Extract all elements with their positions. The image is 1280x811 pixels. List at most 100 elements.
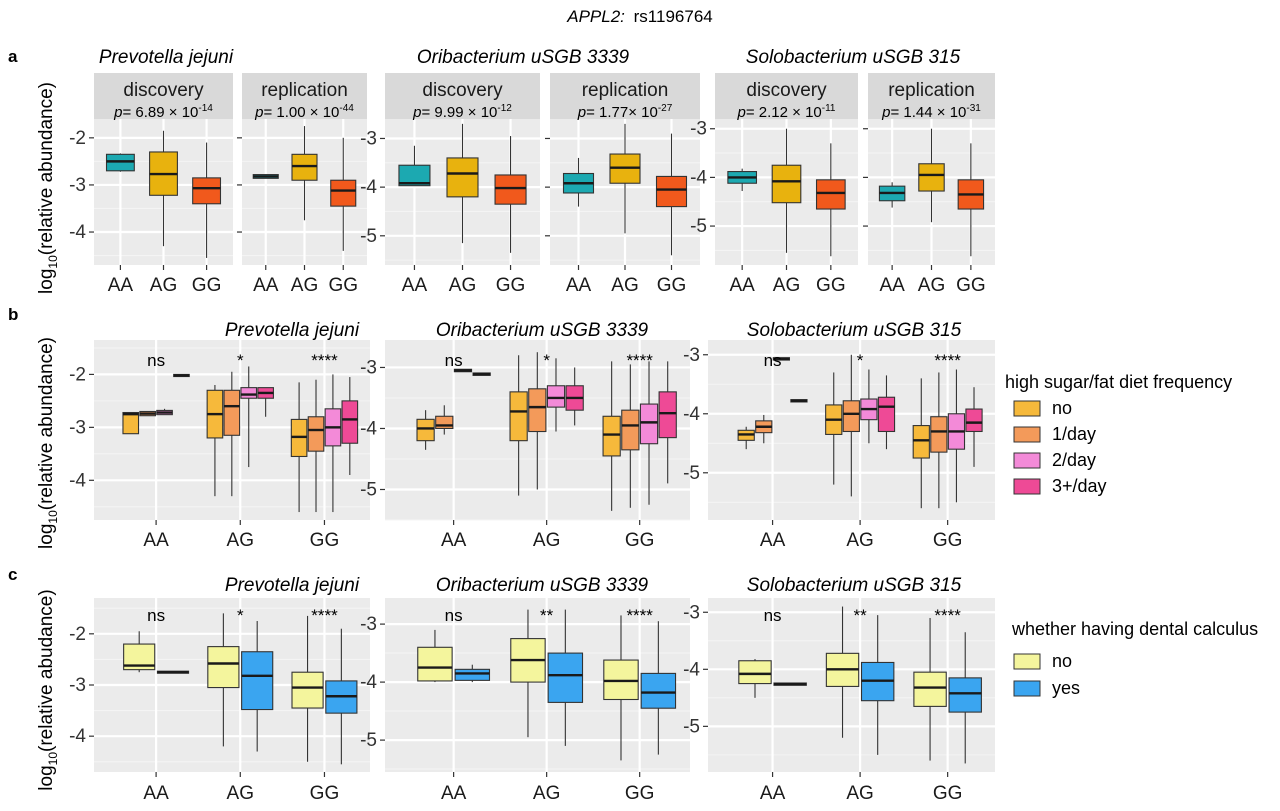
- legend-diet-title: high sugar/fat diet frequency: [1005, 372, 1232, 392]
- strip-bg: [242, 73, 367, 119]
- legend-calculus-swatch-yes: [1013, 680, 1041, 697]
- panel-b-prevotella-jejuni: Prevotella jejuni -2 -3 -4 AA ns AG * GG ****: [69, 320, 370, 551]
- y-tick-label: -4: [360, 418, 377, 439]
- strip-bg: [385, 73, 540, 119]
- x-tick-label: GG: [310, 783, 340, 804]
- figure-title-snp: rs1196764: [634, 7, 713, 26]
- legend-dental-calculus: whether having dental calculus no yes: [1011, 619, 1258, 698]
- x-tick-label: AG: [773, 275, 800, 296]
- x-tick-label: AA: [566, 275, 592, 296]
- box-GG-3-box: [341, 400, 359, 444]
- x-tick-label: AA: [729, 275, 755, 296]
- x-tick-label: GG: [657, 275, 687, 296]
- x-tick-label: AG: [533, 530, 560, 551]
- y-tick-label: -3: [69, 175, 86, 196]
- significance-label: *: [543, 351, 550, 370]
- box-AG-box: [771, 164, 802, 204]
- box-GG-box: [655, 175, 688, 208]
- x-tick-label: AG: [227, 530, 254, 551]
- x-tick-label: GG: [933, 783, 963, 804]
- strip-bg: [94, 73, 233, 119]
- significance-label: ****: [934, 351, 961, 370]
- x-tick-label: GG: [192, 275, 222, 296]
- significance-label: ****: [626, 606, 653, 625]
- p-value-label: p= 2.12 × 10-11: [737, 103, 836, 121]
- box-AG-1-box: [842, 400, 860, 433]
- legend-diet-swatch-3day: [1013, 478, 1041, 495]
- strip-bg: [550, 73, 700, 119]
- significance-label: ns: [445, 606, 463, 625]
- strip-label: replication: [261, 80, 348, 101]
- panel-c-prevotella-jejuni: Prevotella jejuni -2 -3 -4 AA ns AG * GG ****: [69, 575, 370, 804]
- facet-title: Prevotella jejuni: [225, 320, 360, 341]
- facet-title: Oribacterium uSGB 3339: [417, 47, 630, 68]
- legend-calculus-swatch-no: [1013, 653, 1041, 670]
- significance-label: *: [237, 606, 244, 625]
- y-axis-title-c: log10(relative abudance): [36, 589, 60, 790]
- x-tick-label: AG: [846, 783, 873, 804]
- y-tick-label: -4: [360, 177, 377, 198]
- facet-replication: replication p= 1.00 × 10-44 AA AG GG: [237, 73, 367, 296]
- x-tick-label: GG: [328, 275, 358, 296]
- box-GG-0-box: [291, 671, 324, 709]
- y-tick-label: -3: [683, 602, 700, 623]
- box-AG-3-box: [877, 396, 896, 433]
- strip-bg: [715, 73, 858, 119]
- box-GG-1-box: [621, 409, 640, 451]
- x-tick-label: AG: [846, 530, 873, 551]
- p-value-label: p= 1.44 × 10-31: [881, 103, 981, 121]
- x-tick-label: AA: [879, 275, 905, 296]
- panel-letter-a: a: [8, 47, 18, 66]
- box-GG-0-box: [913, 671, 947, 707]
- y-tick-label: -2: [69, 364, 86, 385]
- y-tick-label: -3: [69, 417, 86, 438]
- box-AA-1-box: [454, 668, 491, 681]
- y-tick-label: -3: [690, 119, 707, 140]
- x-tick-label: AG: [449, 275, 476, 296]
- facet-title: Oribacterium uSGB 3339: [436, 320, 649, 341]
- facet-title: Solobacterium uSGB 315: [746, 47, 961, 68]
- panel-b-solobacterium-usgb-315: Solobacterium uSGB 315 -3 -4 -5 AA ns AG * GG ***…: [683, 320, 995, 551]
- box-AG-1-box: [223, 389, 241, 436]
- significance-label: ns: [147, 606, 165, 625]
- y-tick-label: -4: [683, 659, 700, 680]
- y-tick-label: -4: [69, 470, 86, 491]
- strip-label: discovery: [422, 80, 503, 101]
- box-AA-0-box: [738, 660, 772, 685]
- p-value-label: p= 9.99 × 10-12: [412, 103, 512, 121]
- box-AG-box: [918, 163, 945, 192]
- x-tick-label: AG: [150, 275, 177, 296]
- y-tick-label: -4: [683, 404, 700, 425]
- y-tick-label: -3: [360, 128, 377, 149]
- x-tick-label: AG: [291, 275, 318, 296]
- box-AG-box: [446, 157, 479, 198]
- facet-discovery: discovery p= 9.99 × 10-12 -3 -4 -5 AA AG GG: [360, 73, 540, 296]
- legend-diet-label-2day: 2/day: [1052, 450, 1096, 470]
- box-GG-1-box: [930, 416, 948, 453]
- box-AA-1-box: [435, 415, 454, 430]
- box-GG-0-box: [602, 415, 621, 457]
- x-tick-label: GG: [625, 530, 655, 551]
- facet-discovery: discovery p= 2.12 × 10-11 -3 -4 -5 AA AG GG: [690, 73, 858, 296]
- p-value-label: p= 1.00 × 10-44: [254, 103, 354, 121]
- legend-diet-label-3day: 3+/day: [1052, 476, 1107, 496]
- y-tick-label: -4: [690, 167, 707, 188]
- box-GG-0-box: [912, 425, 930, 459]
- significance-label: **: [853, 606, 867, 625]
- significance-label: ns: [764, 606, 782, 625]
- x-tick-label: AA: [108, 275, 134, 296]
- box-AA-0-box: [416, 418, 435, 442]
- y-tick-label: -3: [360, 357, 377, 378]
- y-tick-label: -4: [69, 726, 86, 747]
- legend-diet-swatch-2day: [1013, 452, 1041, 469]
- facet-discovery: discovery p= 6.89 × 10-14 -2 -3 -4 AA AG GG: [69, 73, 233, 296]
- plots-layer: Prevotella jejuni discovery p= 6.89 × 10-1…: [69, 47, 995, 804]
- panel-c-oribacterium-usgb-3339: Oribacterium uSGB 3339 -3 -4 -5 AA ns AG ** GG **…: [360, 575, 690, 804]
- significance-label: ****: [934, 606, 961, 625]
- x-tick-label: AA: [441, 783, 467, 804]
- x-tick-label: AA: [441, 530, 467, 551]
- y-tick-label: -5: [360, 479, 377, 500]
- significance-label: ns: [445, 351, 463, 370]
- x-tick-label: AA: [760, 783, 786, 804]
